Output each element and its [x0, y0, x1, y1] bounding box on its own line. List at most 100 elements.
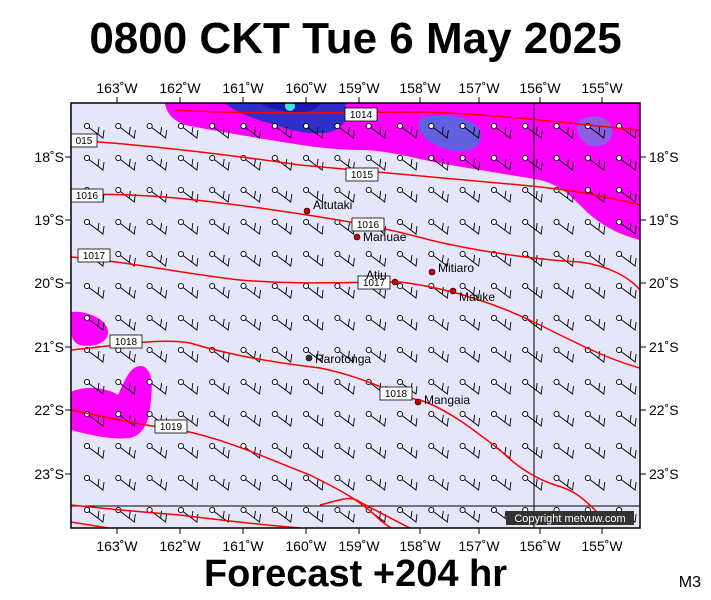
wind-barb-icon [146, 442, 168, 459]
lat-label-left: 22˚S [34, 402, 64, 418]
place-mangaia: Mangaia [414, 393, 470, 407]
wind-barb-icon [115, 314, 136, 331]
forecast-label: Forecast +204 hr [203, 553, 508, 595]
lat-label-left: 19˚S [34, 212, 64, 228]
wind-barb-icon [115, 250, 136, 267]
wind-barb-icon [490, 346, 512, 363]
wind-barb-icon [83, 218, 105, 235]
wind-barb-icon [553, 154, 574, 171]
wind-barb-icon [428, 314, 449, 331]
wind-barb-icon [146, 474, 168, 491]
wind-barb-icon [459, 218, 481, 235]
svg-text:Atiu: Atiu [366, 268, 387, 282]
wind-barb-icon [115, 154, 136, 171]
wind-barb-icon [303, 314, 324, 331]
heavy-rain-center [285, 103, 295, 111]
wind-barb-icon [271, 474, 293, 491]
wind-barb-icon [177, 154, 199, 171]
svg-text:Mangaia: Mangaia [424, 393, 470, 407]
wind-barb-icon [553, 218, 574, 235]
wind-barb-icon [584, 186, 606, 203]
wind-barb-icon [396, 218, 418, 235]
wind-barb-icon [553, 378, 574, 395]
wind-barb-icon [83, 122, 105, 139]
wind-barb-icon [553, 122, 574, 139]
wind-barb-icon [396, 346, 418, 363]
wind-barb-icon [616, 442, 637, 459]
wind-barb-icon [177, 410, 199, 427]
wind-barb-icon [490, 282, 512, 299]
places: Aitutaki Manuae Mitiaro Atiu Mauke Rarot… [303, 198, 495, 407]
wind-barb-icon [177, 282, 199, 299]
wind-barb-icon [83, 282, 105, 299]
wind-barb-icon [83, 154, 105, 171]
wind-barb-icon [146, 218, 168, 235]
wind-barb-icon [459, 506, 481, 523]
wind-barb-icon [459, 122, 481, 139]
longitude-labels-top: 163˚W 162˚W 161˚W 160˚W 159˚W 158˚W 157˚… [96, 80, 623, 96]
wind-barbs [83, 122, 637, 523]
wind-barb-icon [146, 186, 168, 203]
wind-barb-icon [522, 282, 543, 299]
wind-barb-icon [334, 410, 355, 427]
wind-barb-icon [428, 378, 449, 395]
wind-barb-icon [240, 250, 261, 267]
wind-barb-icon [115, 218, 136, 235]
wind-barb-icon [271, 346, 293, 363]
wind-barb-icon [490, 314, 512, 331]
wind-barb-icon [115, 378, 136, 395]
map-code: M3 [678, 574, 701, 591]
wind-barb-icon [428, 186, 449, 203]
svg-text:1016: 1016 [357, 220, 380, 231]
wind-barb-icon [209, 410, 230, 427]
svg-text:Mauke: Mauke [459, 290, 495, 304]
wind-barb-icon [584, 410, 606, 427]
rain-area-west-2 [71, 365, 152, 439]
wind-barb-icon [115, 410, 136, 427]
wind-barb-icon [209, 282, 230, 299]
isobar-label: 1017 [77, 248, 111, 263]
lat-label-right: 19˚S [649, 212, 679, 228]
svg-text:1017: 1017 [83, 251, 106, 262]
wind-barb-icon [209, 250, 230, 267]
wind-barb-icon [83, 442, 105, 459]
wind-barb-icon [209, 474, 230, 491]
wind-barb-icon [459, 346, 481, 363]
wind-barb-icon [334, 186, 355, 203]
wind-barb-icon [365, 186, 387, 203]
wind-barb-icon [115, 346, 136, 363]
wind-barb-icon [177, 474, 199, 491]
isobar-label: 1016 [70, 188, 104, 203]
wind-barb-icon [240, 218, 261, 235]
wind-barb-icon [584, 314, 606, 331]
wind-barb-icon [271, 250, 293, 267]
wind-barb-icon [396, 186, 418, 203]
place-mauke: Mauke [449, 287, 495, 304]
lat-label-right: 18˚S [649, 149, 679, 165]
svg-text:1019: 1019 [160, 422, 183, 433]
wind-barb-icon [584, 474, 606, 491]
wind-barb-icon [240, 506, 261, 523]
wind-barb-icon [616, 314, 637, 331]
wind-barb-icon [396, 410, 418, 427]
wind-barb-icon [396, 442, 418, 459]
lon-label-bottom: 161˚W [222, 538, 264, 554]
isobar-line [71, 497, 411, 528]
wind-barb-icon [271, 218, 293, 235]
lat-label-left: 18˚S [34, 149, 64, 165]
isobar-label: 1015 [345, 167, 379, 182]
lon-label-top: 157˚W [458, 80, 500, 96]
wind-barb-icon [271, 314, 293, 331]
wind-barb-icon [271, 442, 293, 459]
wind-barb-icon [115, 282, 136, 299]
lon-label-bottom: 155˚W [581, 538, 623, 554]
wind-barb-icon [616, 378, 637, 395]
lon-label-top: 162˚W [159, 80, 201, 96]
wind-barb-icon [428, 506, 449, 523]
wind-barb-icon [146, 154, 168, 171]
wind-barb-icon [146, 122, 168, 139]
isobar-label: 1014 [344, 107, 378, 122]
lon-label-top: 160˚W [285, 80, 327, 96]
isobar-label: 1019 [154, 419, 188, 434]
svg-text:1018: 1018 [115, 337, 138, 348]
